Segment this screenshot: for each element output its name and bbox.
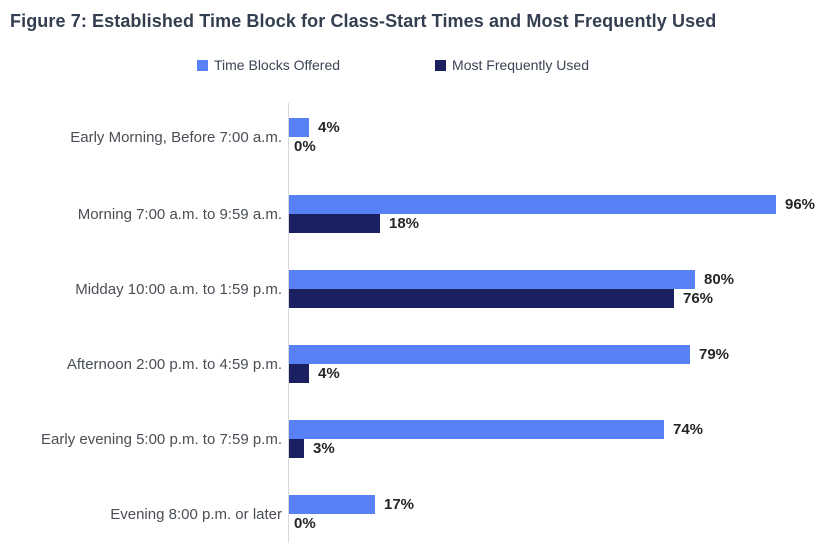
value-label: 4% [318, 365, 340, 382]
value-label: 3% [313, 440, 335, 457]
value-label: 96% [785, 196, 816, 213]
legend-label-offered: Time Blocks Offered [214, 57, 341, 73]
bar-group: Early Morning, Before 7:00 a.m. 4% 0% [0, 118, 824, 156]
value-label: 18% [389, 215, 420, 232]
bar-group: Evening 8:00 p.m. or later 17% 0% [0, 495, 824, 533]
bar-group: Morning 7:00 a.m. to 9:59 a.m. 96% 18% [0, 195, 824, 233]
category-label: Early Morning, Before 7:00 a.m. [70, 128, 282, 146]
value-label: 0% [294, 515, 316, 532]
value-label: 79% [699, 346, 730, 363]
y-axis-line [288, 103, 289, 543]
legend-label-used: Most Frequently Used [452, 57, 589, 73]
value-label: 0% [294, 138, 316, 155]
bar-group: Midday 10:00 a.m. to 1:59 p.m. 80% 76% [0, 270, 824, 308]
category-label: Evening 8:00 p.m. or later [110, 505, 282, 523]
legend-item-most-frequently-used: Most Frequently Used [435, 57, 589, 73]
offered-bar [289, 195, 776, 214]
value-label: 4% [318, 119, 340, 136]
value-label: 76% [683, 290, 714, 307]
offered-bar [289, 420, 664, 439]
used-bar [289, 439, 304, 458]
offered-bar [289, 118, 309, 137]
bar-group: Early evening 5:00 p.m. to 7:59 p.m. 74% 3… [0, 420, 824, 458]
legend-swatch-offered-icon [197, 59, 208, 71]
bar-group: Afternoon 2:00 p.m. to 4:59 p.m. 79% 4% [0, 345, 824, 383]
offered-bar [289, 345, 690, 364]
category-label: Midday 10:00 a.m. to 1:59 p.m. [75, 280, 282, 298]
legend: Time Blocks Offered Most Frequently Used [0, 57, 805, 73]
value-label: 74% [673, 421, 704, 438]
bar-chart: Early Morning, Before 7:00 a.m. 4% 0% Morni… [0, 100, 824, 555]
category-label: Afternoon 2:00 p.m. to 4:59 p.m. [66, 355, 282, 373]
value-label: 17% [384, 496, 415, 513]
used-bar [289, 289, 674, 308]
used-bar [289, 214, 380, 233]
offered-bar [289, 270, 695, 289]
offered-bar [289, 495, 375, 514]
used-bar [289, 364, 309, 383]
legend-swatch-used-icon [435, 59, 447, 71]
value-label: 80% [704, 271, 735, 288]
figure-title: Figure 7: Established Time Block for Cla… [10, 11, 717, 31]
legend-item-time-blocks-offered: Time Blocks Offered [197, 57, 340, 73]
category-label: Morning 7:00 a.m. to 9:59 a.m. [77, 205, 282, 223]
category-label: Early evening 5:00 p.m. to 7:59 p.m. [41, 430, 282, 448]
